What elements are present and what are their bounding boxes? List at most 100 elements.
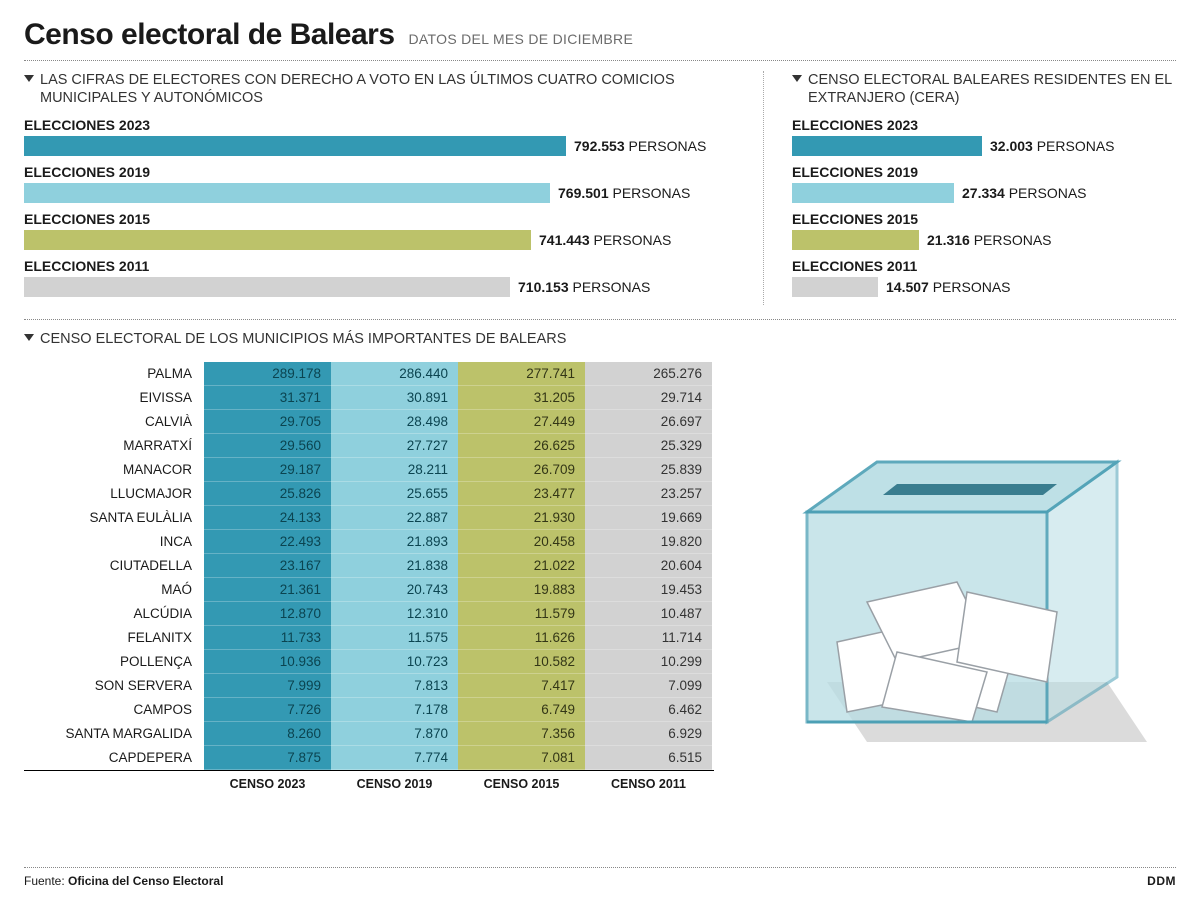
chevron-down-icon — [24, 334, 34, 341]
bar-value: 710.153 PERSONAS — [518, 279, 650, 295]
bar-group: ELECCIONES 201114.507 PERSONAS — [792, 258, 1176, 297]
table-cell: 10.487 — [585, 602, 712, 626]
table-cell: 7.870 — [331, 722, 458, 746]
table-cell: 11.575 — [331, 626, 458, 650]
table-cell: 286.440 — [331, 362, 458, 386]
bar-group: ELECCIONES 2019769.501 PERSONAS — [24, 164, 735, 203]
section-header-text: LAS CIFRAS DE ELECTORES CON DERECHO A VO… — [40, 71, 735, 107]
table-cell: 26.625 — [458, 434, 585, 458]
table-cell: 11.626 — [458, 626, 585, 650]
table-cell: 12.870 — [204, 602, 331, 626]
bar-group: ELECCIONES 2015741.443 PERSONAS — [24, 211, 735, 250]
table-cell: 11.714 — [585, 626, 712, 650]
table-cell: 11.579 — [458, 602, 585, 626]
table-cell: 27.449 — [458, 410, 585, 434]
column-footer: CENSO 2023 — [204, 771, 331, 791]
bar-value: 32.003 PERSONAS — [990, 138, 1115, 154]
table-cell: 25.329 — [585, 434, 712, 458]
bar — [24, 277, 510, 297]
table-cell: 25.826 — [204, 482, 331, 506]
section-header-table: CENSO ELECTORAL DE LOS MUNICIPIOS MÁS IM… — [24, 330, 1176, 348]
bar-group: ELECCIONES 201927.334 PERSONAS — [792, 164, 1176, 203]
row-label: EIVISSA — [24, 386, 204, 410]
table-cell: 26.709 — [458, 458, 585, 482]
bar-group: ELECCIONES 2023 792.553 PERSONAS — [24, 117, 735, 156]
source-label: Fuente: — [24, 874, 65, 888]
column-footer: CENSO 2011 — [585, 771, 712, 791]
table-cell: 22.887 — [331, 506, 458, 530]
section-header-left: LAS CIFRAS DE ELECTORES CON DERECHO A VO… — [24, 71, 735, 107]
bar — [24, 183, 550, 203]
row-label: SANTA MARGALIDA — [24, 722, 204, 746]
table-cell: 8.260 — [204, 722, 331, 746]
table-cell: 21.893 — [331, 530, 458, 554]
row-label: LLUCMAJOR — [24, 482, 204, 506]
table-cell: 289.178 — [204, 362, 331, 386]
bar-label: ELECCIONES 2019 — [792, 164, 1176, 180]
row-label: MAÓ — [24, 578, 204, 602]
bar-chart-right: ELECCIONES 2023 32.003 PERSONAS ELECCIONES… — [792, 117, 1176, 297]
table-cell: 6.515 — [585, 746, 712, 770]
chevron-down-icon — [24, 75, 34, 82]
bar — [24, 230, 531, 250]
section-header-right: CENSO ELECTORAL BALEARES RESIDENTES EN E… — [792, 71, 1176, 107]
table-data-column: 265.27629.71426.69725.32925.83923.25719.… — [585, 362, 712, 770]
table-cell: 20.743 — [331, 578, 458, 602]
section-header-text: CENSO ELECTORAL DE LOS MUNICIPIOS MÁS IM… — [40, 330, 566, 348]
table-cell: 27.727 — [331, 434, 458, 458]
table-cell: 23.257 — [585, 482, 712, 506]
table-cell: 7.417 — [458, 674, 585, 698]
table-cell: 20.604 — [585, 554, 712, 578]
row-label: INCA — [24, 530, 204, 554]
page-title: Censo electoral de Balears — [24, 18, 395, 52]
table-cell: 31.371 — [204, 386, 331, 410]
table-cell: 11.733 — [204, 626, 331, 650]
bar-group: ELECCIONES 2011 710.153 PERSONAS — [24, 258, 735, 297]
table-cell: 29.714 — [585, 386, 712, 410]
table-cell: 7.099 — [585, 674, 712, 698]
table-cell: 7.999 — [204, 674, 331, 698]
table-cell: 29.560 — [204, 434, 331, 458]
bar — [792, 183, 954, 203]
row-label: CALVIÀ — [24, 410, 204, 434]
bar-label: ELECCIONES 2023 — [24, 117, 735, 133]
table-cell: 7.875 — [204, 746, 331, 770]
table-data-column: 289.17831.37129.70529.56029.18725.82624.… — [204, 362, 331, 770]
table-cell: 20.458 — [458, 530, 585, 554]
row-label: SON SERVERA — [24, 674, 204, 698]
table-cell: 7.726 — [204, 698, 331, 722]
table-cell: 26.697 — [585, 410, 712, 434]
bar-chart-left: ELECCIONES 2023792.553 PERSONASELECCIONE… — [24, 117, 735, 297]
table-cell: 22.493 — [204, 530, 331, 554]
row-label: MARRATXÍ — [24, 434, 204, 458]
table-cell: 10.936 — [204, 650, 331, 674]
bar-value: 769.501 PERSONAS — [558, 185, 690, 201]
bar-label: ELECCIONES 2023 — [792, 117, 1176, 133]
bar-group: ELECCIONES 2015 21.316 PERSONAS — [792, 211, 1176, 250]
source-value: Oficina del Censo Electoral — [68, 874, 223, 888]
table-cell: 24.133 — [204, 506, 331, 530]
column-footer: CENSO 2015 — [458, 771, 585, 791]
table-cell: 7.813 — [331, 674, 458, 698]
bar — [792, 277, 878, 297]
table-cell: 19.820 — [585, 530, 712, 554]
table-cell: 29.705 — [204, 410, 331, 434]
divider — [24, 60, 1176, 61]
table-cell: 6.462 — [585, 698, 712, 722]
table-cell: 10.723 — [331, 650, 458, 674]
bar-label: ELECCIONES 2015 — [792, 211, 1176, 227]
bar-value: 21.316 PERSONAS — [927, 232, 1052, 248]
row-label: POLLENÇA — [24, 650, 204, 674]
municipality-table: PALMAEIVISSACALVIÀMARRATXÍMANACORLLUCMAJ… — [24, 362, 714, 791]
table-cell: 10.299 — [585, 650, 712, 674]
table-labels-column: PALMAEIVISSACALVIÀMARRATXÍMANACORLLUCMAJ… — [24, 362, 204, 770]
row-label: MANACOR — [24, 458, 204, 482]
table-cell: 7.356 — [458, 722, 585, 746]
footer: Fuente: Oficina del Censo Electoral DDM — [24, 867, 1176, 888]
chevron-down-icon — [792, 75, 802, 82]
bar-label: ELECCIONES 2011 — [24, 258, 735, 274]
bar-value: 792.553 PERSONAS — [574, 138, 706, 154]
row-label: FELANITX — [24, 626, 204, 650]
table-cell: 10.582 — [458, 650, 585, 674]
row-label: SANTA EULÀLIA — [24, 506, 204, 530]
